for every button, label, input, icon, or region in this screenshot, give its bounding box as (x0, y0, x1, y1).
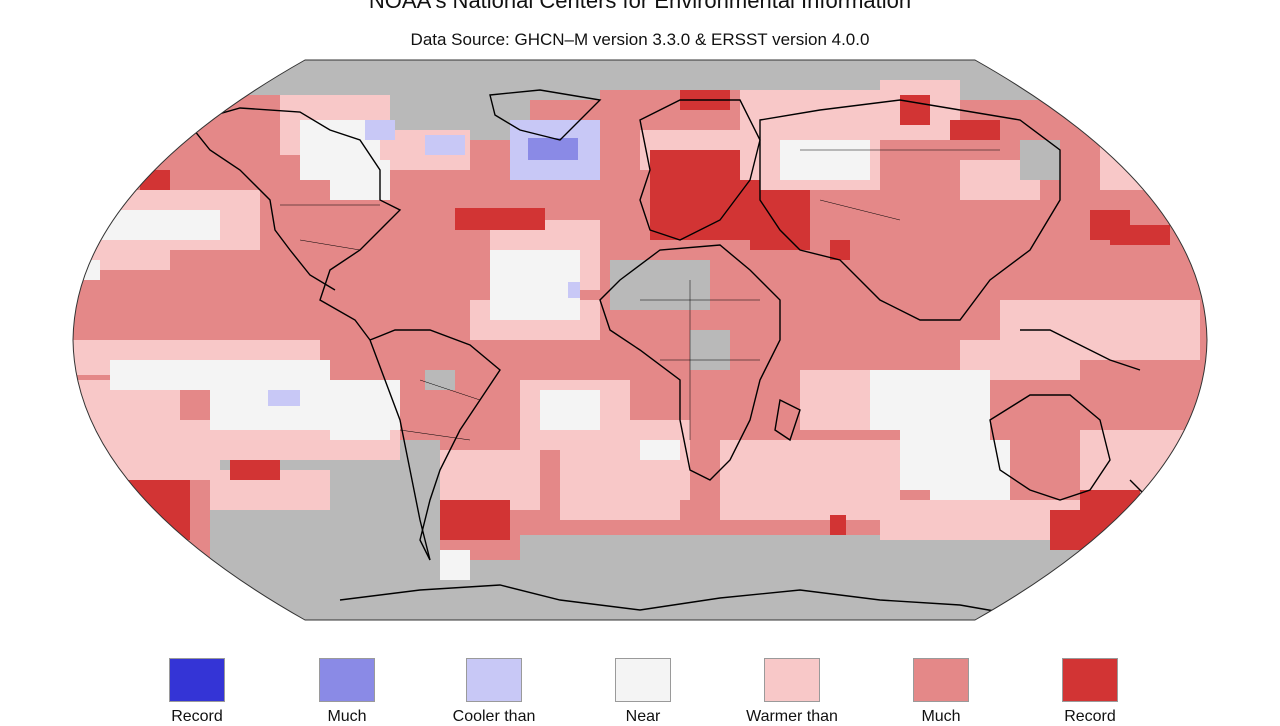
legend-label: Record (171, 708, 223, 725)
legend-label: Much (921, 708, 961, 725)
legend-swatch (319, 658, 375, 702)
legend-swatch (615, 658, 671, 702)
map-subtitle: Data Source: GHCN–M version 3.3.0 & ERSS… (410, 30, 870, 49)
legend-item-near-average: Near (583, 658, 703, 726)
legend-item-much-cooler: Much (287, 658, 407, 726)
country-borders (280, 149, 1000, 441)
land-no-data-regions (425, 140, 1060, 390)
legend-label: Warmer than (746, 708, 838, 725)
coastlines (179, 89, 1162, 613)
legend-label: Much (327, 708, 367, 725)
legend-label: Near (625, 708, 661, 725)
legend-swatch (913, 658, 969, 702)
legend: Record Much Cooler than Near Warmer than… (0, 658, 1280, 725)
legend-item-warmer: Warmer than (732, 658, 852, 726)
legend-swatch (466, 658, 522, 702)
legend-swatch (1062, 658, 1118, 702)
legend-swatch (169, 658, 225, 702)
legend-item-much-warmer: Much (881, 658, 1001, 726)
cooler-than-average-regions (268, 120, 600, 406)
legend-label: Record (1064, 708, 1116, 725)
globe-outline (72, 59, 1208, 621)
legend-item-record-warm: Record (1030, 658, 1150, 726)
map-title: NOAA's National Centers for Environmenta… (368, 0, 912, 13)
legend-label: Cooler than (452, 708, 536, 725)
legend-item-record-cold: Record (137, 658, 257, 726)
legend-item-cooler: Cooler than (434, 658, 554, 726)
near-average-regions (73, 120, 1010, 580)
legend-swatch (764, 658, 820, 702)
